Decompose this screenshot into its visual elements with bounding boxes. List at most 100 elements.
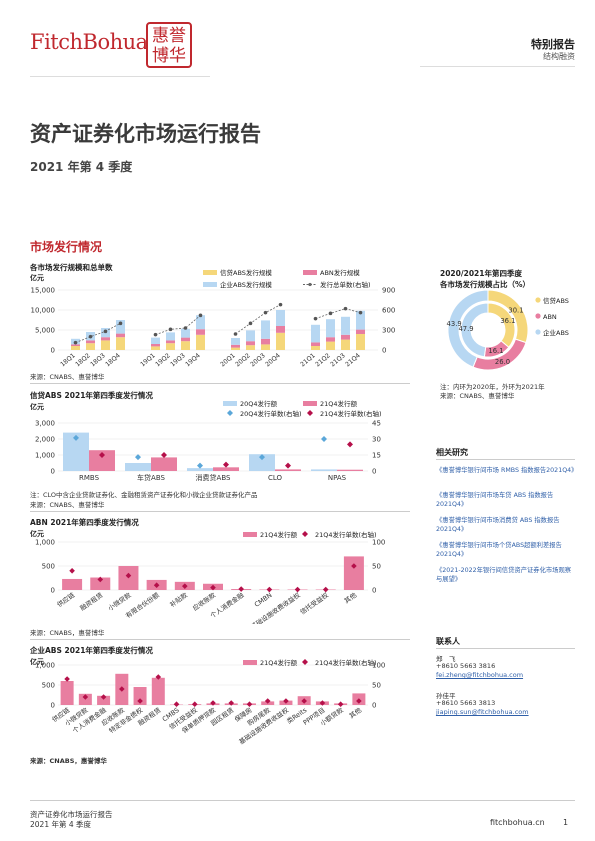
- related-link[interactable]: 《2021-2022年银行间信贷资产证券化市场观察与展望》: [436, 567, 572, 583]
- chart1-xtick: 18Q3: [89, 352, 107, 368]
- chart2-y2tick: 30: [372, 436, 381, 444]
- chart2-y2tick: 45: [372, 420, 381, 428]
- chart1-legend-label: 信贷ABS发行规模: [220, 268, 272, 277]
- chart1-title: 各市场发行规模和总单数: [30, 263, 113, 272]
- related-link[interactable]: 《惠誉博华银行间市场 RMBS 指数报告2021Q4》: [436, 467, 578, 474]
- chart3-title: ABN 2021年第四季度发行情况: [30, 518, 139, 527]
- chart2-bar: [337, 469, 363, 471]
- contact-email[interactable]: jiaping.sun@fitchbohua.com: [436, 708, 529, 716]
- chart2-point: [161, 452, 167, 458]
- chart2-bar: [249, 454, 275, 471]
- donut-inner-label: 36.1: [500, 317, 515, 325]
- contact-name: 孙佳平: [436, 692, 456, 700]
- chart4-y2tick: 0: [372, 702, 376, 710]
- chart3-point: [294, 586, 301, 593]
- chart3-point: [322, 586, 329, 593]
- chart1-xtick: 19Q4: [184, 352, 202, 368]
- chart1-bar: [71, 346, 80, 350]
- contact-email[interactable]: fei.zheng@fitchbohua.com: [436, 671, 524, 679]
- chart4-legend-label: 21Q4发行额: [260, 658, 298, 667]
- donut-inner-label: 47.9: [458, 325, 473, 333]
- chart2-legend-label: 21Q4发行额: [320, 399, 358, 408]
- chart1-bar: [356, 334, 365, 350]
- chart1-bar: [246, 330, 255, 342]
- chart1-bar: [326, 337, 335, 342]
- chart1-ytick: 10,000: [31, 307, 56, 315]
- chart1-legend-swatch: [203, 282, 217, 287]
- chart1-bar: [151, 337, 160, 344]
- chart2-xtick: NPAS: [328, 474, 347, 482]
- chart3-unit: 亿元: [30, 530, 44, 538]
- chart1-bar: [326, 341, 335, 350]
- chart2-legend-swatch: [223, 401, 237, 406]
- chart1-point: [153, 332, 158, 337]
- chart2-bar: [125, 463, 151, 471]
- chart1-xtick: 18Q2: [74, 352, 92, 368]
- chart1-bar: [86, 343, 95, 350]
- chart3-bar: [343, 556, 364, 590]
- chart1-unit: 亿元: [30, 274, 44, 282]
- chart1-y2tick: 0: [382, 347, 386, 355]
- chart3-point: [97, 576, 104, 583]
- chart1-ytick: 5,000: [35, 327, 55, 335]
- chart1-legend-marker: [308, 282, 312, 287]
- chart2-note: 注：CLO中含企业贷款证券化、金融租赁资产证券化和小微企业贷款证券化产品: [30, 491, 258, 499]
- chart1-bar: [116, 333, 125, 338]
- chart3-legend-marker: [302, 531, 308, 537]
- donut-legend-label: ABN: [543, 313, 557, 321]
- chart2-y2tick: 15: [372, 452, 381, 460]
- chart4-bar: [151, 677, 165, 705]
- chart3-legend-label: 21Q4发行额: [260, 530, 298, 539]
- footer-site[interactable]: fitchbohua.cn: [490, 818, 545, 827]
- chart1-legend-swatch: [303, 270, 317, 275]
- chart1-xtick: 21Q3: [329, 352, 347, 368]
- header-divider: [420, 66, 575, 67]
- divider: [436, 459, 575, 460]
- chart2-bar: [151, 457, 177, 471]
- footer-divider: [30, 800, 575, 801]
- chart3-point: [125, 572, 132, 579]
- chart1-bar: [151, 346, 160, 350]
- chart2-y2tick: 0: [372, 468, 376, 476]
- chart1-bar: [326, 319, 335, 338]
- related-heading: 相关研究: [436, 448, 468, 457]
- chart1-bar: [231, 338, 240, 345]
- contact-name: 郑 飞: [436, 655, 456, 663]
- chart1-bar: [356, 329, 365, 334]
- chart1-svg: 0 5,000 10,000 15,000 0 300 600 900 信贷ABS发行规模 ABN…: [31, 268, 396, 368]
- related-link[interactable]: 《惠誉博华银行间市场个贷ABS超额利差报告2021Q4》: [436, 542, 562, 558]
- chart3-xtick: CMBN: [253, 591, 274, 609]
- report-category: 结构融资: [543, 52, 575, 61]
- chart4-y2tick: 100: [372, 662, 385, 670]
- chart1-point: [343, 306, 348, 311]
- related-link[interactable]: 《惠誉博华银行间市场消费贷 ABS 指数报告2021Q4》: [436, 517, 560, 533]
- chart2-point: [73, 434, 79, 441]
- chart1-bar: [196, 315, 205, 330]
- chart2-bar: [89, 450, 115, 471]
- chart1-bar: [261, 344, 270, 350]
- chart2-point: [197, 462, 203, 469]
- chart4-legend-label: 21Q4发行单数(右轴): [315, 658, 377, 667]
- logo-seal: 惠誉 博华: [146, 22, 192, 68]
- chart2-point: [99, 452, 105, 458]
- chart2-legend-label: 20Q4发行额: [240, 399, 278, 408]
- donut-legend-marker: [535, 313, 541, 319]
- footer-title: 资产证券化市场运行报告: [30, 810, 113, 819]
- chart1-xtick: 20Q1: [219, 352, 237, 368]
- chart1-bar: [276, 326, 285, 333]
- donut-inner-slice: [460, 302, 489, 358]
- chart2-legend-marker: [227, 410, 233, 416]
- chart1-line: [315, 308, 361, 320]
- chart3-xtick: 供应链: [55, 590, 77, 609]
- donut-source: 来源：CNABS、惠誉博华: [440, 392, 515, 400]
- related-link[interactable]: 《惠誉博华银行间市场车贷 ABS 指数报告2021Q4》: [436, 492, 554, 508]
- contacts-heading: 联系人: [436, 637, 460, 646]
- chart1-xtick: 18Q1: [59, 352, 77, 368]
- donut-note: 注：内环为2020年，外环为2021年: [440, 383, 545, 391]
- chart2-bar: [213, 467, 239, 471]
- chart2-unit: 亿元: [30, 403, 44, 411]
- chart1-source: 来源：CNABS、惠誉博华: [30, 373, 105, 381]
- chart1-bar: [116, 320, 125, 334]
- chart2-xtick: RMBS: [79, 474, 100, 482]
